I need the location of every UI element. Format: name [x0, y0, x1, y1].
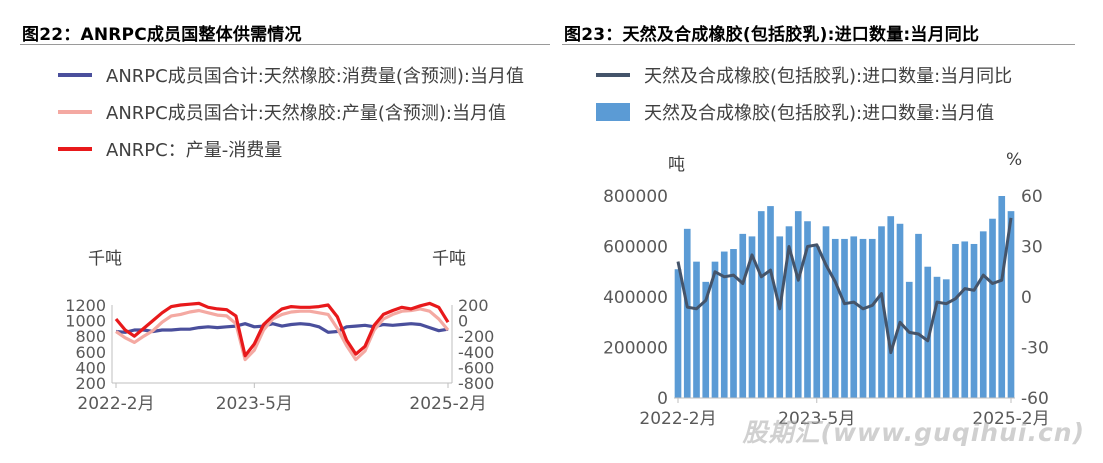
y-left-tick-label: 1200 — [65, 296, 106, 315]
legend-swatch-yoy — [596, 73, 630, 77]
bar-mark — [711, 261, 719, 398]
watermark: 股期汇(www.guqihui.cn) — [742, 418, 1085, 447]
left-figure-title: 图22：ANRPC成员国整体供需情况 — [22, 25, 302, 45]
bar-mark — [776, 236, 784, 398]
y-right-tick-label: -600 — [458, 358, 494, 377]
y-right-tick-label: 0 — [458, 312, 468, 331]
bar-mark — [822, 226, 830, 398]
legend-label-consumption: ANRPC成员国合计:天然橡胶:消费量(含预测):当月值 — [106, 66, 524, 87]
series-line — [676, 217, 1013, 355]
bar-mark — [989, 218, 996, 398]
bar-mark — [1007, 211, 1015, 398]
x-tick-label: 2022-2月 — [639, 409, 716, 429]
left-title-rule — [20, 44, 550, 45]
legend-label-production: ANRPC成员国合计:天然橡胶:产量(含预测):当月值 — [106, 103, 506, 124]
x-tick-label: 2023-5月 — [778, 409, 855, 429]
bar-mark — [767, 206, 774, 398]
bar-mark — [896, 223, 904, 398]
bar-mark — [702, 281, 710, 398]
series-line — [115, 322, 449, 334]
right-unit-right: % — [1006, 150, 1023, 170]
bar-mark — [850, 236, 858, 398]
legend-label-yoy: 天然及合成橡胶(包括胶乳):进口数量:当月同比 — [644, 66, 1013, 87]
bar-mark — [739, 233, 747, 398]
bar-mark — [748, 236, 756, 398]
y-left-tick-label: 800 — [75, 327, 106, 346]
bar-mark — [831, 238, 839, 398]
y-right-tick-label: -800 — [458, 374, 494, 393]
bar-mark — [961, 241, 969, 398]
left-legend-production: ANRPC成员国合计:天然橡胶:产量(含预测):当月值 — [58, 99, 506, 125]
y-left-tick-label: 200 — [75, 374, 106, 393]
series-line — [115, 307, 450, 362]
y-left-tick-label: 800000 — [603, 187, 668, 207]
right-legend-volume: 天然及合成橡胶(包括胶乳):进口数量:当月值 — [596, 99, 994, 125]
legend-swatch-volume — [596, 103, 630, 121]
y-right-tick-label: 60 — [1021, 187, 1043, 207]
bar-mark — [785, 226, 793, 398]
legend-label-balance: ANRPC：产量-消费量 — [106, 140, 283, 161]
right-figure-panel: 图23：天然及合成橡胶(包括胶乳):进口数量:当月同比 天然及合成橡胶(包括胶乳… — [556, 0, 1103, 463]
legend-label-volume: 天然及合成橡胶(包括胶乳):进口数量:当月值 — [644, 103, 995, 124]
bar-mark — [730, 249, 737, 398]
bar-mark — [859, 238, 867, 398]
bar-mark — [813, 246, 821, 398]
bar-mark — [878, 226, 885, 398]
bar-mark — [924, 266, 932, 398]
bar-mark — [979, 231, 987, 398]
y-right-tick-label: 30 — [1021, 238, 1043, 258]
left-unit-right: 千吨 — [432, 249, 466, 269]
bar-mark — [905, 281, 913, 398]
y-right-tick-label: -60 — [1021, 389, 1049, 409]
bar-mark — [757, 211, 765, 398]
bar-mark — [674, 269, 682, 398]
y-right-tick-label: 200 — [458, 296, 489, 315]
y-right-tick-label: -200 — [458, 327, 494, 346]
bar-mark — [952, 243, 959, 398]
bar-mark — [998, 196, 1006, 398]
x-tick-label: 2023-5月 — [216, 394, 293, 414]
bar-mark — [794, 211, 802, 398]
y-right-tick-label: -400 — [458, 343, 494, 362]
bar-mark — [693, 261, 700, 398]
bar-mark — [942, 279, 950, 398]
x-tick-label: 2022-2月 — [77, 394, 154, 414]
bar-mark — [970, 243, 978, 398]
bar-mark — [887, 216, 895, 398]
bar-mark — [868, 238, 876, 398]
y-left-tick-label: 600000 — [603, 238, 668, 258]
right-figure-title: 图23：天然及合成橡胶(包括胶乳):进口数量:当月同比 — [564, 25, 980, 45]
x-tick-label: 2025-2月 — [409, 394, 486, 414]
left-legend-consumption: ANRPC成员国合计:天然橡胶:消费量(含预测):当月值 — [58, 62, 524, 88]
y-left-tick-label: 600 — [75, 343, 106, 362]
y-right-tick-label: 0 — [1021, 288, 1032, 308]
right-legend-yoy: 天然及合成橡胶(包括胶乳):进口数量:当月同比 — [596, 62, 1012, 88]
y-right-tick-label: -30 — [1021, 339, 1049, 359]
left-line-chart: 20040060080010001200-800-600-400-2000200… — [65, 296, 494, 414]
right-unit-left: 吨 — [668, 155, 685, 175]
y-left-tick-label: 1000 — [65, 312, 106, 331]
y-left-tick-label: 400 — [75, 358, 106, 377]
series-line — [114, 301, 450, 358]
bar-mark — [720, 251, 728, 398]
legend-swatch-balance — [58, 147, 92, 151]
left-figure-panel: 图22：ANRPC成员国整体供需情况 ANRPC成员国合计:天然橡胶:消费量(含… — [20, 25, 550, 414]
bar-mark — [804, 221, 811, 398]
x-tick-label: 2025-2月 — [972, 409, 1049, 429]
bar-mark — [683, 228, 691, 398]
bar-mark — [841, 238, 848, 398]
bar-mark — [933, 276, 941, 398]
left-legend-balance: ANRPC：产量-消费量 — [58, 136, 282, 162]
right-bar-line-chart: 0 200000 400000 600000 800000 -60 -30 0 30 60 2022… — [603, 187, 1050, 429]
bar-mark — [915, 233, 922, 398]
legend-swatch-production — [58, 110, 92, 114]
left-unit-left: 千吨 — [88, 249, 122, 269]
y-left-tick-label: 0 — [657, 389, 668, 409]
y-left-tick-label: 400000 — [603, 288, 668, 308]
legend-swatch-consumption — [58, 73, 92, 77]
y-left-tick-label: 200000 — [603, 339, 668, 359]
right-title-rule — [562, 44, 1075, 45]
